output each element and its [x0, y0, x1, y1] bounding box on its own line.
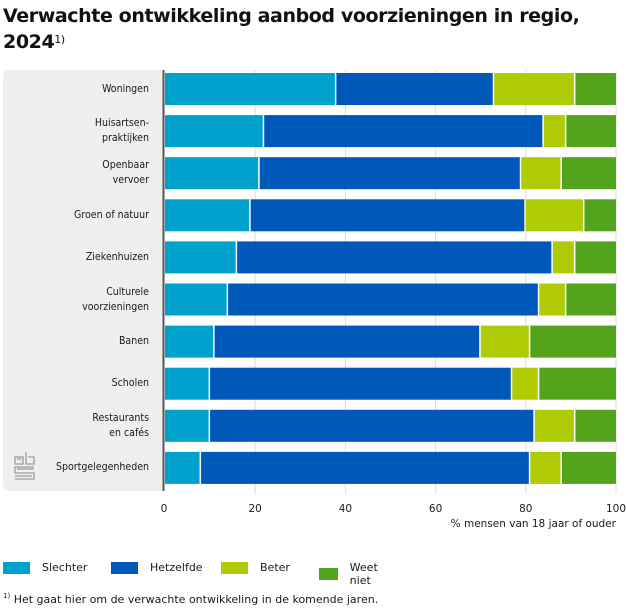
- legend-item: Hetzelfde: [111, 561, 203, 574]
- x-axis-label: % mensen van 18 jaar of ouder: [450, 518, 616, 530]
- category-label-line: Culturele: [106, 285, 149, 298]
- bar-segment-beter: [480, 325, 529, 358]
- category-label-line: Openbaar: [102, 159, 149, 172]
- bar-segment-beter: [534, 409, 574, 442]
- legend-label: Beter: [260, 561, 290, 574]
- x-tick-label: 40: [339, 503, 352, 515]
- bar-segment-weet-niet: [575, 409, 616, 442]
- legend-item: Beter: [221, 561, 290, 574]
- legend-label: Hetzelfde: [150, 561, 203, 574]
- category-label-line: Scholen: [111, 377, 149, 390]
- bar-segment-slechter: [165, 199, 250, 232]
- bar-segment-hetzelfde: [237, 241, 552, 274]
- category-label: Groen of natuur: [6, 208, 149, 223]
- bar-segment-beter: [539, 283, 565, 316]
- bar-segment-weet-niet: [566, 283, 616, 316]
- category-label: Restaurants en cafés: [6, 411, 149, 441]
- category-label-line: Restaurants: [92, 411, 149, 424]
- category-label-line: vervoer: [112, 174, 149, 187]
- title-line-1: Verwachte ontwikkeling aanbod voorzienin…: [3, 5, 580, 27]
- bar-segment-beter: [530, 451, 561, 484]
- bar-segment-hetzelfde: [214, 325, 480, 358]
- legend-label: Slechter: [42, 561, 88, 574]
- x-tick-label: 100: [606, 503, 626, 515]
- category-label-line: Huisartsen-: [94, 117, 149, 130]
- bar-segment-beter: [525, 199, 583, 232]
- bar-segment-beter: [521, 157, 561, 190]
- bar-segment-hetzelfde: [210, 409, 534, 442]
- bar-segment-beter: [543, 115, 565, 148]
- bar-segment-beter: [552, 241, 574, 274]
- bar-segment-weet-niet: [566, 115, 616, 148]
- x-tick-label: 80: [519, 503, 532, 515]
- category-label: Sportgelegenheden: [6, 460, 149, 475]
- title-line-2: 2024: [3, 31, 55, 53]
- bar-segment-weet-niet: [575, 241, 616, 274]
- bar-segment-weet-niet: [584, 199, 616, 232]
- chart-area: 0 20 40 60 80 100: [161, 70, 626, 515]
- bar-segment-hetzelfde: [336, 73, 493, 105]
- bar-segment-hetzelfde: [201, 451, 529, 484]
- legend-item: Slechter: [3, 561, 87, 574]
- bars: [165, 73, 616, 484]
- bar-segment-slechter: [165, 451, 200, 484]
- legend-swatch: [111, 561, 138, 574]
- legend-item: Weet niet: [319, 561, 386, 587]
- category-label: Scholen: [6, 376, 149, 391]
- x-tick-label: 20: [249, 503, 262, 515]
- title-footnote-marker: 1): [54, 33, 65, 46]
- bar-segment-weet-niet: [575, 73, 616, 105]
- bar-segment-slechter: [165, 409, 209, 442]
- bar-segment-beter: [494, 73, 574, 105]
- bar-segment-slechter: [165, 241, 236, 274]
- legend-label: Weet niet: [349, 561, 378, 587]
- bar-segment-slechter: [165, 157, 259, 190]
- bar-segment-slechter: [165, 115, 263, 148]
- bar-segment-slechter: [165, 325, 214, 358]
- bar-segment-hetzelfde: [228, 283, 538, 316]
- x-tick-labels: 0 20 40 60 80 100: [161, 503, 626, 515]
- footnote-marker: 1): [3, 592, 11, 600]
- category-label: Ziekenhuizen: [6, 250, 149, 265]
- bar-segment-weet-niet: [539, 367, 616, 400]
- cbs-logo-icon: [14, 451, 36, 485]
- legend-swatch: [3, 561, 30, 574]
- category-label-panel: [3, 70, 163, 491]
- category-label: Openbaar vervoer: [6, 158, 149, 188]
- category-label-line: Ziekenhuizen: [85, 250, 149, 263]
- x-tick-label: 0: [161, 503, 168, 515]
- category-label-line: Groen of natuur: [74, 208, 149, 221]
- category-label: Culturele voorzieningen: [6, 285, 149, 315]
- bar-segment-weet-niet: [530, 325, 616, 358]
- bar-segment-slechter: [165, 283, 227, 316]
- category-label-line: praktijken: [102, 132, 149, 145]
- legend-swatch: [319, 568, 338, 580]
- bar-segment-slechter: [165, 73, 335, 105]
- footnote: 1) Het gaat hier om de verwachte ontwikk…: [3, 592, 379, 606]
- bar-segment-weet-niet: [561, 157, 616, 190]
- bar-segment-slechter: [165, 367, 209, 400]
- category-label-line: Sportgelegenheden: [55, 461, 149, 474]
- bar-segment-hetzelfde: [264, 115, 543, 148]
- category-label: Woningen: [6, 82, 149, 97]
- x-tick-label: 60: [429, 503, 442, 515]
- chart-title: Verwachte ontwikkeling aanbod voorzienin…: [3, 3, 603, 55]
- bar-segment-hetzelfde: [210, 367, 511, 400]
- bar-segment-hetzelfde: [250, 199, 525, 232]
- bar-segment-hetzelfde: [259, 157, 520, 190]
- category-label-line: voorzieningen: [82, 300, 149, 313]
- legend-swatch: [221, 561, 248, 574]
- bar-segment-beter: [512, 367, 538, 400]
- bar-segment-weet-niet: [561, 451, 616, 484]
- category-label-line: Banen: [118, 335, 149, 348]
- category-label: Huisartsen-praktijken: [6, 116, 149, 146]
- category-label-line: Woningen: [102, 82, 149, 95]
- category-label-line: en cafés: [109, 426, 149, 439]
- category-label: Banen: [6, 334, 149, 349]
- footnote-text: Het gaat hier om de verwachte ontwikkeli…: [13, 593, 379, 606]
